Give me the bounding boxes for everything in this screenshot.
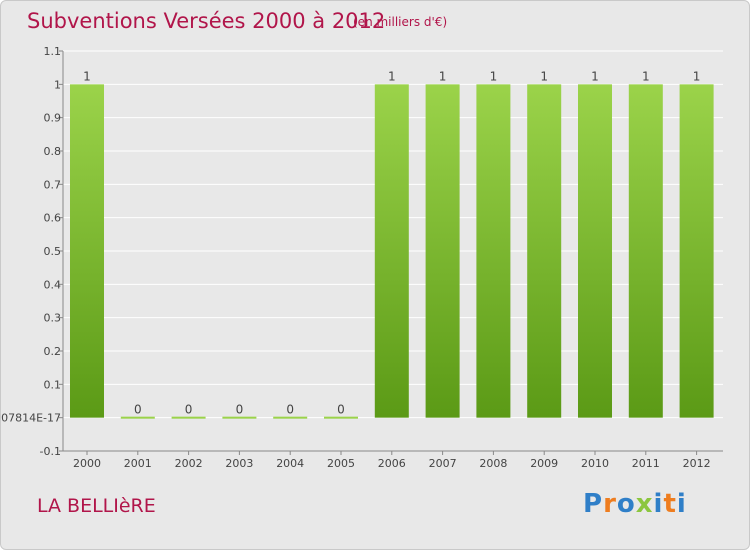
y-tick-label: -0.1 [40, 445, 61, 458]
logo-letter: i [653, 489, 664, 519]
data-label: 1 [591, 69, 599, 83]
data-label: 1 [439, 69, 447, 83]
commune-name: LA BELLIèRE [37, 495, 156, 517]
x-tick-label: 2011 [632, 457, 660, 470]
data-label: 1 [388, 69, 396, 83]
x-tick-label: 2003 [225, 457, 253, 470]
y-tick-label: 0.6 [44, 212, 62, 225]
y-tick-label: 0.1 [44, 378, 62, 391]
x-tick-label: 2006 [378, 457, 406, 470]
x-tick-label: 2000 [73, 457, 101, 470]
bar [273, 416, 308, 419]
bar [70, 84, 104, 418]
y-tick-label: 0.9 [44, 112, 62, 125]
bar [628, 84, 663, 418]
y-tick-label: 1 [54, 78, 61, 91]
x-tick-label: 2004 [276, 457, 304, 470]
bar [374, 84, 409, 418]
logo-letter: t [663, 489, 677, 519]
bar [171, 416, 206, 419]
y-tick-label: 0.5 [44, 245, 62, 258]
logo-letter: P [583, 489, 604, 519]
y-tick-label: 0.7 [44, 178, 62, 191]
x-tick-label: 2009 [530, 457, 558, 470]
data-label: 0 [236, 403, 244, 417]
bar [679, 84, 714, 418]
logo-letter: o [616, 489, 636, 519]
data-label: 0 [286, 403, 294, 417]
x-tick-label: 2005 [327, 457, 355, 470]
bar [222, 416, 257, 419]
data-label: 1 [540, 69, 548, 83]
axes [59, 50, 723, 455]
bar [578, 84, 612, 418]
y-tick-label: 0.3 [44, 312, 62, 325]
x-tick-label: 2007 [429, 457, 457, 470]
data-label: 1 [642, 69, 650, 83]
bar [324, 416, 358, 419]
bar [527, 84, 562, 418]
data-label: 0 [185, 403, 193, 417]
data-label: 0 [134, 403, 142, 417]
bar [476, 84, 511, 418]
data-label: 1 [693, 69, 701, 83]
y-tick-label: 0.2 [44, 345, 62, 358]
y-tick-label: 0.4 [44, 278, 62, 291]
bar [425, 84, 460, 418]
x-tick-label: 2001 [124, 457, 152, 470]
x-tick-label: 2008 [479, 457, 507, 470]
bar [120, 416, 155, 419]
x-tick-label: 2002 [175, 457, 203, 470]
logo-letter: i [676, 489, 687, 519]
labels: -0.1 1.3877787807814E-17 0.1 0.2 0.3 0.4 0.5 0.… [1, 45, 711, 470]
x-tick-label: 2010 [581, 457, 609, 470]
y-tick-label: 1.3877787807814E-17 [1, 412, 61, 425]
chart-subtitle: (en milliers d'€) [353, 15, 448, 29]
bars [70, 84, 714, 419]
chart-title: Subventions Versées 2000 à 2012 [27, 9, 386, 33]
proxiti-logo: Proxiti [583, 489, 687, 519]
data-label: 1 [83, 69, 91, 83]
y-tick-label: 0.8 [44, 145, 62, 158]
data-label: 0 [337, 403, 345, 417]
logo-letter: x [635, 489, 654, 519]
x-tick-label: 2012 [683, 457, 711, 470]
logo-letter: r [603, 489, 617, 519]
y-tick-label: 1.1 [44, 45, 62, 58]
data-label: 1 [490, 69, 498, 83]
